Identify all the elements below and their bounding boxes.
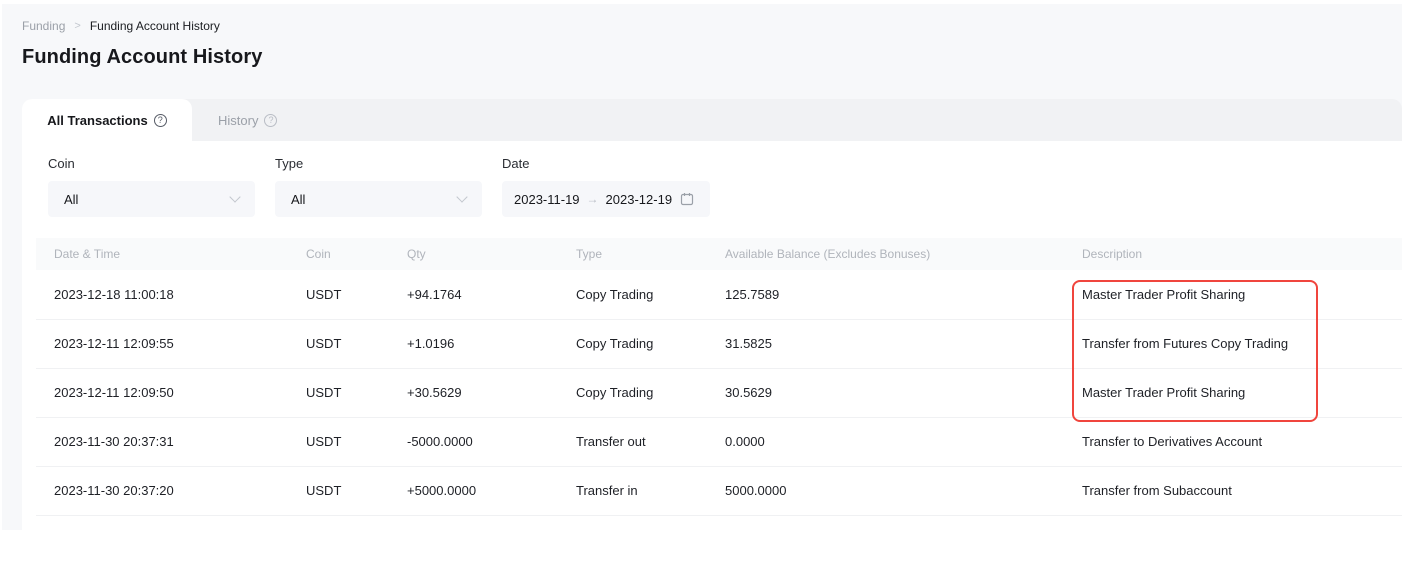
transactions-table: Date & Time Coin Qty Type Available Bala… [36,238,1402,516]
cell-balance: 0.0000 [725,417,1082,467]
date-range-picker[interactable]: 2023-11-19 → 2023-12-19 [502,181,710,217]
cell-coin: USDT [306,319,407,369]
chevron-down-icon [229,191,241,203]
date-range-arrow-icon: → [586,192,599,206]
cell-type: Copy Trading [576,319,725,369]
cell-coin: USDT [306,368,407,418]
cell-datetime: 2023-12-18 11:00:18 [36,270,306,320]
date-start-value: 2023-11-19 [514,191,580,207]
type-filter: Type All [275,156,482,217]
type-select[interactable]: All [275,181,482,217]
cell-description: Master Trader Profit Sharing [1082,270,1402,320]
cell-coin: USDT [306,466,407,516]
cell-datetime: 2023-11-30 20:37:20 [36,466,306,516]
column-header-description: Description [1082,238,1402,270]
cell-balance: 5000.0000 [725,466,1082,516]
cell-type: Copy Trading [576,270,725,320]
column-header-type: Type [576,238,725,270]
breadcrumb: Funding > Funding Account History [22,19,220,33]
coin-select[interactable]: All [48,181,255,217]
coin-select-value: All [64,191,79,207]
cell-qty: +1.0196 [407,319,576,369]
cell-datetime: 2023-11-30 20:37:31 [36,417,306,467]
tab-all-transactions[interactable]: All Transactions ? [22,99,192,141]
tab-history[interactable]: History ? [218,99,278,141]
table-row: 2023-12-11 12:09:55 USDT +1.0196 Copy Tr… [36,319,1402,369]
cell-qty: +5000.0000 [407,466,576,516]
content-card: Coin All Type All Date 2023-11-19 → 2023… [22,141,1402,530]
date-end-value: 2023-12-19 [605,191,673,207]
cell-qty: +94.1764 [407,270,576,320]
help-icon[interactable]: ? [264,113,278,127]
column-header-datetime: Date & Time [36,238,306,270]
column-header-balance: Available Balance (Excludes Bonuses) [725,238,1082,270]
cell-balance: 31.5825 [725,319,1082,369]
type-select-value: All [291,191,306,207]
type-filter-label: Type [275,156,304,171]
tab-bar: All Transactions ? History ? [22,99,1402,141]
cell-qty: -5000.0000 [407,417,576,467]
table-row: 2023-12-18 11:00:18 USDT +94.1764 Copy T… [36,270,1402,320]
coin-filter: Coin All [48,156,255,217]
help-icon[interactable]: ? [153,113,167,127]
cell-description: Transfer from Subaccount [1082,466,1402,516]
cell-coin: USDT [306,270,407,320]
table-header: Date & Time Coin Qty Type Available Bala… [36,238,1402,270]
cell-description: Transfer to Derivatives Account [1082,417,1402,467]
table-row: 2023-11-30 20:37:20 USDT +5000.0000 Tran… [36,466,1402,516]
table-row: 2023-12-11 12:09:50 USDT +30.5629 Copy T… [36,368,1402,418]
cell-balance: 125.7589 [725,270,1082,320]
cell-type: Transfer out [576,417,725,467]
cell-qty: +30.5629 [407,368,576,418]
date-filter-label: Date [502,156,530,171]
breadcrumb-current-page: Funding Account History [89,19,220,33]
breadcrumb-separator-icon: > [74,20,81,32]
calendar-icon[interactable] [680,192,694,206]
tab-all-transactions-label: All Transactions [47,112,148,128]
breadcrumb-funding-link[interactable]: Funding [22,19,66,33]
cell-type: Copy Trading [576,368,725,418]
chevron-down-icon [456,191,468,203]
page-title: Funding Account History [22,46,263,68]
cell-description: Master Trader Profit Sharing [1082,368,1402,418]
cell-type: Transfer in [576,466,725,516]
cell-balance: 30.5629 [725,368,1082,418]
column-header-coin: Coin [306,238,407,270]
column-header-qty: Qty [407,238,576,270]
cell-datetime: 2023-12-11 12:09:55 [36,319,306,369]
tab-history-label: History [218,112,259,128]
cell-datetime: 2023-12-11 12:09:50 [36,368,306,418]
cell-coin: USDT [306,417,407,467]
coin-filter-label: Coin [48,156,75,171]
table-row: 2023-11-30 20:37:31 USDT -5000.0000 Tran… [36,417,1402,467]
date-filter: Date 2023-11-19 → 2023-12-19 [502,156,710,217]
cell-description: Transfer from Futures Copy Trading [1082,319,1402,369]
